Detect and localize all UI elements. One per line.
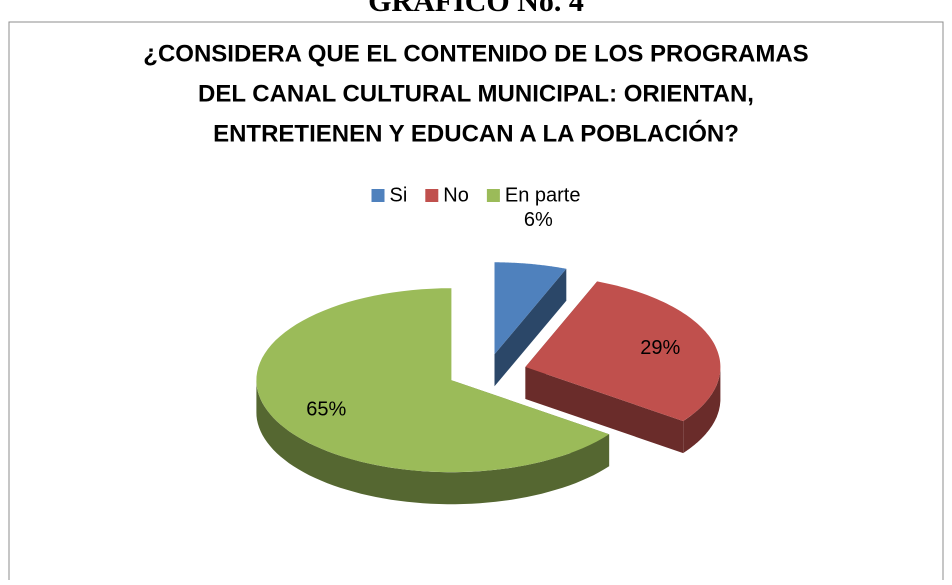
page-heading: GRAFICO No. 4 — [368, 0, 584, 18]
chart-title: ¿CONSIDERA QUE EL CONTENIDO DE LOS PROGR… — [143, 40, 808, 67]
data-label: 65% — [306, 399, 346, 421]
legend-swatch — [371, 189, 385, 202]
slice-side — [525, 367, 684, 454]
legend-label: No — [443, 184, 469, 206]
slice — [525, 281, 721, 422]
slice — [256, 288, 610, 473]
legend-swatch — [425, 189, 439, 202]
data-label: 29% — [640, 337, 680, 359]
slice-wall — [683, 367, 721, 454]
chart-title: DEL CANAL CULTURAL MUNICIPAL: ORIENTAN, — [198, 80, 754, 107]
slice-wall — [256, 380, 610, 505]
legend-label: En parte — [505, 184, 581, 206]
legend: Si No En parte — [371, 184, 581, 206]
legend-label: Si — [390, 184, 408, 206]
slice — [494, 262, 567, 355]
legend-swatch — [486, 189, 500, 202]
chart-title: ENTRETIENEN Y EDUCAN A LA POBLACIÓN? — [213, 119, 739, 147]
data-label: 6% — [524, 209, 553, 231]
slice-side — [494, 268, 567, 387]
